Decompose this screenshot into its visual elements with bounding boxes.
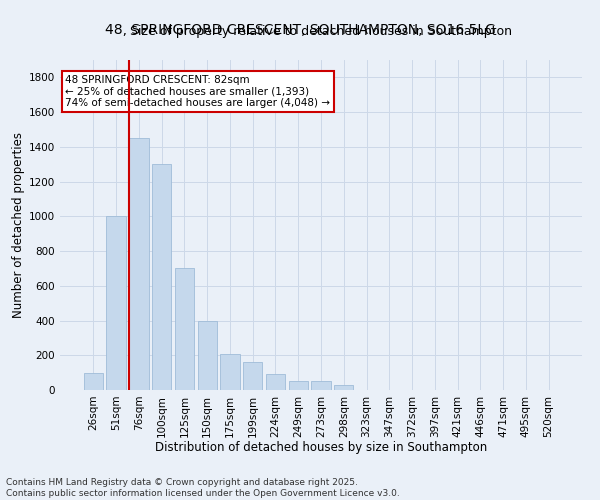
Bar — [152, 164, 172, 390]
Text: 48 SPRINGFORD CRESCENT: 82sqm
← 25% of detached houses are smaller (1,393)
74% o: 48 SPRINGFORD CRESCENT: 82sqm ← 25% of d… — [65, 75, 330, 108]
Bar — [289, 382, 308, 390]
Bar — [197, 320, 217, 390]
Text: 48, SPRINGFORD CRESCENT, SOUTHAMPTON, SO16 5LG: 48, SPRINGFORD CRESCENT, SOUTHAMPTON, SO… — [104, 22, 496, 36]
Bar — [243, 362, 262, 390]
Bar — [175, 268, 194, 390]
Bar — [220, 354, 239, 390]
X-axis label: Distribution of detached houses by size in Southampton: Distribution of detached houses by size … — [155, 441, 487, 454]
Y-axis label: Number of detached properties: Number of detached properties — [12, 132, 25, 318]
Text: Contains HM Land Registry data © Crown copyright and database right 2025.
Contai: Contains HM Land Registry data © Crown c… — [6, 478, 400, 498]
Title: Size of property relative to detached houses in Southampton: Size of property relative to detached ho… — [130, 25, 512, 38]
Bar — [106, 216, 126, 390]
Bar — [266, 374, 285, 390]
Bar — [129, 138, 149, 390]
Bar — [84, 372, 103, 390]
Bar — [334, 385, 353, 390]
Bar — [311, 382, 331, 390]
